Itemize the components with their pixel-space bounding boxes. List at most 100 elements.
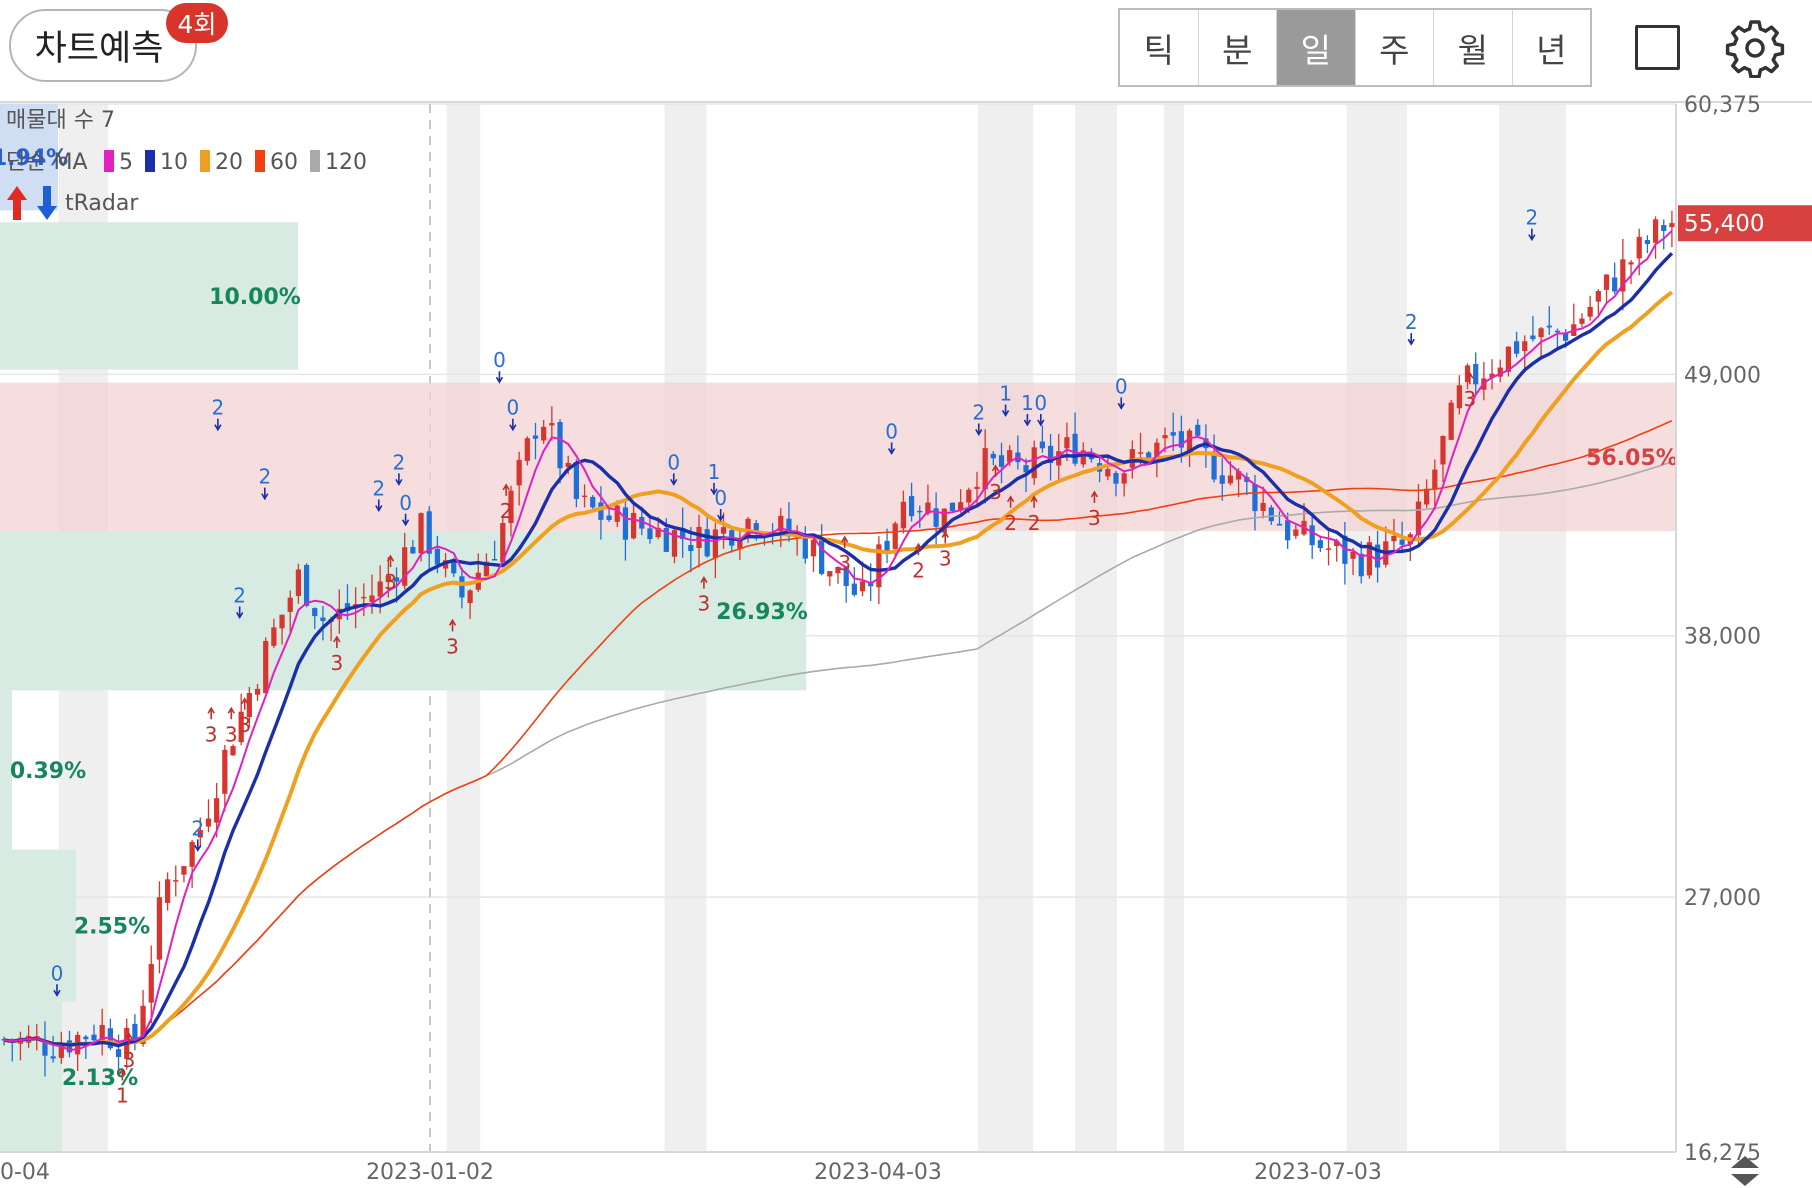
candle [173, 865, 179, 897]
arrow-up-icon [1090, 490, 1099, 504]
candle-body [851, 583, 857, 595]
ma-10-label: 10 [160, 150, 188, 175]
candle [1186, 428, 1193, 468]
candle [148, 945, 154, 1024]
candle-body [712, 529, 718, 558]
tab-minute[interactable]: 분 [1199, 10, 1277, 85]
sell-signal: 0 [885, 419, 898, 456]
candle [982, 429, 988, 504]
candle [42, 1021, 48, 1077]
ma-20-label: 20 [215, 150, 243, 175]
tab-month[interactable]: 월 [1434, 10, 1513, 85]
arrow-down-icon [1117, 397, 1125, 410]
buy-signal: 1 [116, 1067, 129, 1107]
candle-body [541, 426, 547, 441]
arrow-down-icon [1001, 404, 1010, 418]
shaded-band [1163, 104, 1185, 1152]
candle [1268, 504, 1274, 526]
candle-body [1505, 346, 1512, 372]
candle-body [884, 540, 890, 551]
candle [1669, 210, 1675, 248]
sell-signal: 0 [1034, 391, 1047, 427]
square-icon[interactable] [1635, 25, 1680, 70]
candle [410, 540, 416, 554]
candle-body [459, 576, 465, 598]
candle [1505, 346, 1512, 377]
candle [402, 532, 408, 590]
tab-week[interactable]: 주 [1356, 10, 1434, 85]
candle [884, 528, 890, 564]
volume-profile-label: 매물대 수 7 [6, 108, 115, 133]
ma-60-swatch [255, 150, 265, 172]
candle [1317, 536, 1323, 553]
candle-body [263, 640, 269, 694]
candle-body [753, 523, 759, 534]
candle-body [1464, 365, 1471, 383]
arrow-down-icon [1528, 228, 1536, 242]
volume-zone-labels: 1.94% 10.00% 56.05% 26.93% 0.39% 2.55% 2.13% [0, 146, 1678, 1091]
signal-label: 3 [225, 722, 238, 746]
buy-signal: 2 [500, 483, 513, 523]
candle [58, 1031, 64, 1064]
resize-handle-icon[interactable] [1731, 1156, 1759, 1186]
candle-body [254, 688, 261, 695]
candle [1309, 512, 1315, 559]
x-tick-label: 2023-07-03 [1254, 1160, 1382, 1185]
tab-year[interactable]: 년 [1536, 30, 1567, 70]
candle-body [1080, 450, 1086, 465]
candle-body [892, 523, 898, 549]
shaded-band [1346, 104, 1408, 1152]
tab-day[interactable]: 일 [1277, 10, 1356, 85]
candle-body [532, 435, 539, 439]
chart-predict-button[interactable]: 차트예측 [9, 9, 197, 82]
candle-body [369, 595, 375, 602]
arrow-down-icon [1037, 413, 1045, 427]
candle-body [680, 528, 686, 540]
arrow-up-icon [914, 542, 923, 556]
tab-tick[interactable]: 틱 [1120, 10, 1199, 85]
candle-body [434, 548, 441, 565]
candle [1219, 458, 1225, 501]
candle-body [1350, 551, 1356, 559]
candle-body [1603, 274, 1610, 290]
signal-label: 3 [238, 713, 251, 737]
candle-body [859, 581, 866, 592]
candle-body [132, 1023, 138, 1041]
signal-label: 3 [939, 546, 952, 570]
signal-label: 2 [393, 450, 406, 474]
arrow-down-icon [261, 487, 269, 501]
candle-body [598, 502, 604, 520]
candle-body [671, 530, 678, 557]
candle [1358, 541, 1364, 584]
volume-zone [0, 849, 76, 1002]
volume-zone [0, 690, 12, 850]
candle [680, 507, 686, 558]
arrow-down-icon [375, 499, 383, 513]
candle [851, 567, 857, 597]
candle-body [1113, 472, 1119, 484]
arrow-up-icon [700, 576, 708, 589]
candle-body [508, 490, 514, 524]
candle-body [1644, 240, 1651, 244]
candle-body [557, 422, 563, 469]
candle [990, 451, 996, 466]
signal-label: 0 [1115, 374, 1128, 398]
buy-signal: 3 [123, 1032, 135, 1072]
candle-body [99, 1024, 105, 1042]
candle [295, 563, 302, 604]
candle [647, 516, 653, 544]
candle-body [704, 529, 710, 557]
signal-label: 3 [838, 551, 851, 575]
candle-body [1636, 236, 1642, 259]
gear-icon[interactable] [1725, 18, 1785, 78]
candle-body [303, 564, 310, 606]
candle-body [876, 544, 882, 588]
candle [508, 485, 514, 537]
candle-body [1064, 437, 1070, 449]
candle-body [900, 501, 907, 529]
arrow-down-icon [670, 473, 678, 486]
candle-body [1522, 341, 1528, 352]
candle-body [50, 1056, 56, 1059]
arrow-down-icon [495, 371, 504, 384]
